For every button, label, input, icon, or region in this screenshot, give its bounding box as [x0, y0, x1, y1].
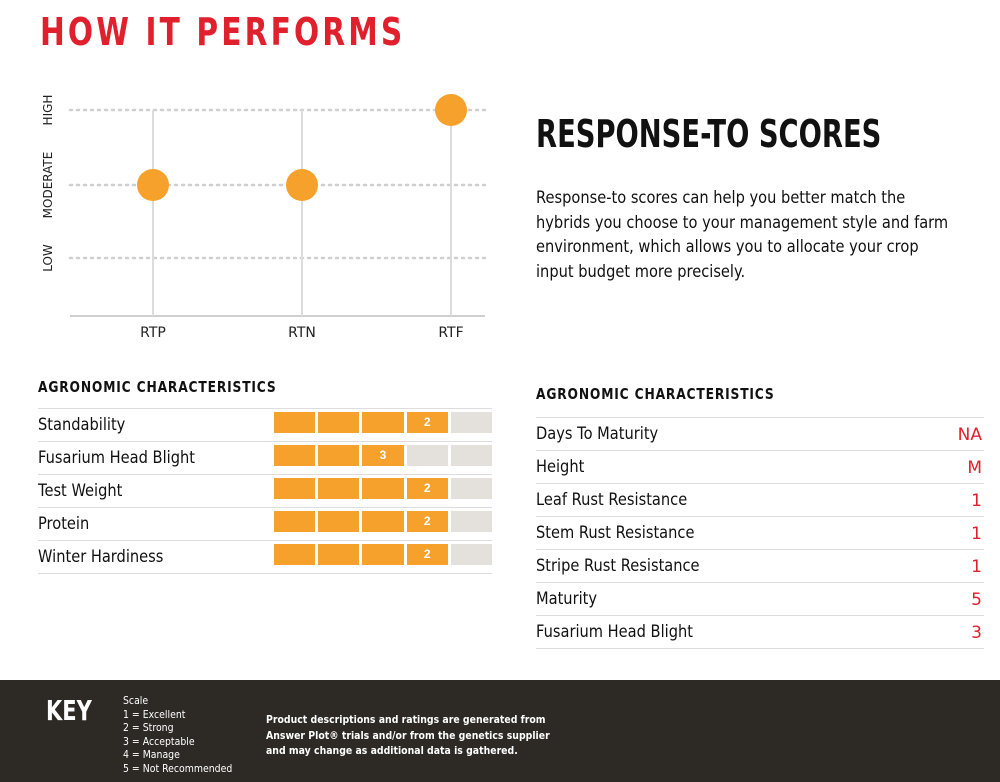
characteristic-label: Fusarium Head Blight [536, 622, 693, 642]
characteristic-value: 1 [971, 557, 982, 577]
characteristic-row: Stem Rust Resistance 1 [536, 517, 984, 550]
y-tick-label: LOW [41, 244, 55, 272]
characteristic-label: Maturity [536, 589, 598, 609]
response-to-scores-title: RESPONSE-TO SCORES [536, 112, 882, 156]
scale-line: Scale [123, 694, 149, 707]
rating-row: Standability 2 [38, 409, 493, 442]
response-to-chart: LOW MODERATE HIGH RTP RTN RTF [41, 94, 487, 341]
rating-segment [318, 445, 360, 466]
rating-label: Protein [38, 514, 90, 534]
characteristics-table: Days To Maturity NA Height M Leaf Rust Resis… [536, 417, 984, 649]
rating-bar: 2 [274, 412, 493, 433]
rating-segment [450, 544, 493, 565]
rating-bar: 3 [274, 445, 493, 466]
key-footer: KEY Scale 1 = Excellent 2 = Strong 3 = Acce… [0, 680, 1000, 782]
characteristic-value: 1 [971, 524, 982, 544]
rating-segment: 3 [362, 445, 404, 466]
characteristic-row: Days To Maturity NA [536, 418, 984, 451]
rating-label: Fusarium Head Blight [38, 448, 195, 468]
description-line: hybrids you choose to your management st… [536, 212, 949, 233]
data-point-rtf [435, 94, 467, 126]
page-title: HOW IT PERFORMS [40, 10, 406, 54]
rating-segment [318, 544, 360, 565]
disclaimer-line: Product descriptions and ratings are gen… [266, 713, 546, 726]
rating-segment [274, 478, 316, 499]
rating-row: Protein 2 [38, 508, 493, 541]
rating-label: Standability [38, 415, 126, 435]
disclaimer-line: Answer Plot® trials and/or from the gene… [266, 728, 550, 742]
rating-segment: 2 [406, 511, 448, 532]
rating-segment: 2 [406, 412, 448, 433]
rating-segment [318, 511, 360, 532]
characteristic-value: NA [957, 425, 982, 445]
characteristic-value: 5 [971, 590, 982, 610]
response-to-scores-description: Response-to scores can help you better m… [536, 186, 956, 284]
rating-segment [362, 478, 404, 499]
rating-bar: 2 [274, 478, 493, 499]
rating-segment [318, 478, 360, 499]
rating-segment: 2 [406, 544, 448, 565]
disclaimer-line: and may change as additional data is gat… [266, 744, 518, 757]
y-tick-label: HIGH [41, 95, 55, 126]
description-line: Response-to scores can help you better m… [536, 188, 906, 208]
rating-segment [318, 412, 360, 433]
characteristic-row: Leaf Rust Resistance 1 [536, 484, 984, 517]
ratings-table: Standability 2 Fusarium Head Blight 3 Test W… [38, 408, 493, 574]
characteristic-value: 3 [971, 623, 982, 643]
rating-row: Winter Hardiness 2 [38, 541, 493, 574]
scale-line: 4 = Manage [123, 748, 180, 762]
rating-segment [450, 445, 493, 466]
characteristic-label: Height [536, 457, 585, 477]
rating-segment [450, 511, 493, 532]
characteristic-row: Maturity 5 [536, 583, 984, 616]
x-tick-label: RTP [140, 325, 166, 341]
rating-label: Test Weight [38, 481, 123, 501]
characteristic-row: Height M [536, 451, 984, 484]
characteristic-row: Fusarium Head Blight 3 [536, 616, 984, 649]
y-tick-label: MODERATE [41, 152, 55, 219]
data-point-rtn [286, 169, 318, 201]
rating-segment [450, 478, 493, 499]
rating-bar: 2 [274, 544, 493, 565]
data-point-rtp [137, 169, 169, 201]
characteristic-label: Stripe Rust Resistance [536, 556, 700, 576]
characteristic-label: Stem Rust Resistance [536, 523, 695, 543]
characteristic-row: Stripe Rust Resistance 1 [536, 550, 984, 583]
characteristic-value: 1 [971, 491, 982, 511]
rating-bar: 2 [274, 511, 493, 532]
rating-segment [274, 445, 316, 466]
rating-segment [362, 511, 404, 532]
ratings-heading: AGRONOMIC CHARACTERISTICS [38, 378, 277, 396]
rating-segment [274, 511, 316, 532]
characteristics-heading: AGRONOMIC CHARACTERISTICS [536, 385, 775, 403]
scale-line: 1 = Excellent [123, 707, 186, 721]
rating-segment [274, 544, 316, 565]
rating-segment [450, 412, 493, 433]
rating-segment [362, 544, 404, 565]
scale-line: 5 = Not Recommended [123, 761, 233, 775]
x-tick-label: RTF [438, 325, 463, 341]
characteristic-label: Days To Maturity [536, 424, 659, 444]
description-line: input budget more precisely. [536, 261, 746, 282]
scale-line: 3 = Acceptable [123, 734, 195, 748]
rating-segment [406, 445, 448, 466]
rating-row: Test Weight 2 [38, 475, 493, 508]
rating-segment [274, 412, 316, 433]
characteristic-label: Leaf Rust Resistance [536, 490, 688, 510]
scale-line: 2 = Strong [123, 721, 174, 735]
disclaimer: Product descriptions and ratings are gen… [266, 712, 556, 759]
rating-row: Fusarium Head Blight 3 [38, 442, 493, 475]
rating-label: Winter Hardiness [38, 547, 164, 567]
rating-segment: 2 [406, 478, 448, 499]
description-line: environment, which allows you to allocat… [536, 237, 919, 257]
characteristic-value: M [967, 458, 982, 478]
rating-segment [362, 412, 404, 433]
x-tick-label: RTN [288, 325, 316, 341]
key-title: KEY [46, 694, 92, 727]
scale-legend: Scale 1 = Excellent 2 = Strong 3 = Acceptab… [123, 694, 252, 776]
